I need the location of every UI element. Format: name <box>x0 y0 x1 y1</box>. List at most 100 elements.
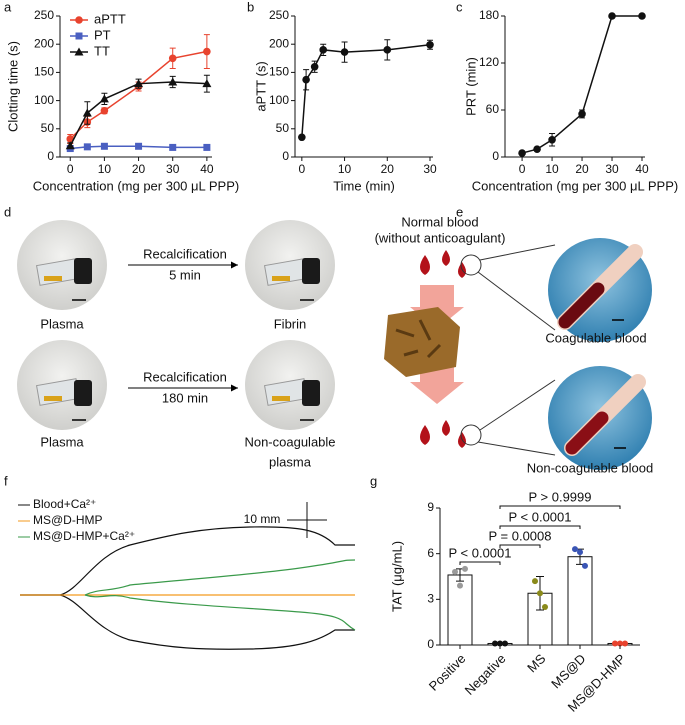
y-tick-label: 0 <box>282 149 289 163</box>
x-tick-label: 30 <box>605 162 619 176</box>
marker <box>578 110 586 118</box>
marker <box>310 62 319 71</box>
photo-plasma <box>17 340 107 430</box>
x-tick-label: 30 <box>166 162 180 176</box>
y-tick-label: 150 <box>269 65 289 79</box>
legend-marker <box>75 16 83 24</box>
x-tick-label: 40 <box>635 162 649 176</box>
legend-label: TT <box>94 43 110 58</box>
y-axis-label: Clotting time (s) <box>5 41 20 132</box>
panel-label: g <box>370 473 377 488</box>
data-point <box>572 546 578 553</box>
y-axis-label: aPTT (s) <box>253 61 268 111</box>
x-tick-label: 30 <box>423 162 437 176</box>
marker <box>65 141 75 150</box>
bracket <box>499 525 581 529</box>
data-point <box>542 603 548 610</box>
y-tick-label: 3 <box>427 592 434 606</box>
y-tick-label: 9 <box>427 500 434 514</box>
data-point <box>457 582 463 589</box>
photo-noncoagulable <box>548 366 652 470</box>
bar <box>447 574 473 646</box>
legend-label: MS@D-HMP+Ca²⁺ <box>33 529 135 543</box>
photo-plasma <box>17 220 107 310</box>
x-tick-label: 10 <box>545 162 559 176</box>
marker <box>135 142 143 150</box>
end-label: Non-coagulable <box>244 434 335 449</box>
legend-label: MS@D-HMP <box>33 513 103 527</box>
data-point <box>537 590 543 597</box>
data-point <box>617 640 623 647</box>
x-tick-label: 10 <box>98 162 112 176</box>
marker <box>302 75 310 84</box>
start-label: Plasma <box>40 316 84 331</box>
marker <box>638 12 646 20</box>
y-tick-label: 150 <box>34 65 54 79</box>
x-axis-label: Concentration (mg per 300 μL PPP) <box>33 178 239 193</box>
y-tick-label: 180 <box>479 8 499 22</box>
series-line <box>69 81 207 147</box>
marker <box>518 149 526 157</box>
x-tick-label: 0 <box>67 162 74 176</box>
outcome-label: Coagulable blood <box>545 330 646 345</box>
bar <box>567 556 593 646</box>
marker <box>169 143 177 151</box>
x-tick-label: Negative <box>462 651 509 698</box>
p-value: P < 0.0001 <box>508 509 571 524</box>
marker <box>548 135 556 144</box>
legend-label: Blood+Ca²⁺ <box>33 497 96 511</box>
x-tick-label: 20 <box>575 162 589 176</box>
marker <box>426 40 434 49</box>
legend-marker <box>75 32 83 40</box>
panel-label: d <box>4 204 11 219</box>
scale-cross <box>287 502 327 538</box>
data-point <box>532 578 538 585</box>
y-axis-label: PRT (min) <box>463 57 478 116</box>
x-tick-label: MS <box>524 651 549 676</box>
bracket <box>459 561 501 565</box>
marker <box>134 79 144 88</box>
panel-label: e <box>456 204 463 219</box>
marker <box>100 106 109 115</box>
marker <box>298 133 306 142</box>
legend-label: aPTT <box>94 11 126 26</box>
panel-label: c <box>456 0 463 14</box>
y-tick-label: 100 <box>269 93 289 107</box>
y-tick-label: 0 <box>492 149 499 163</box>
y-tick-label: 250 <box>34 8 54 22</box>
panel-label: f <box>4 473 8 488</box>
panel-label: b <box>247 0 254 14</box>
data-point <box>497 640 503 647</box>
x-tick-label: 0 <box>519 162 526 176</box>
y-tick-label: 250 <box>269 8 289 22</box>
y-tick-label: 50 <box>276 121 290 135</box>
y-tick-label: 120 <box>479 55 499 69</box>
data-point <box>622 640 628 647</box>
x-tick-label: 0 <box>298 162 305 176</box>
marker <box>202 79 212 88</box>
marker <box>203 47 211 56</box>
data-point <box>502 640 508 647</box>
scale-label: 10 mm <box>244 512 281 526</box>
series-line <box>69 50 208 140</box>
photo-fibrin <box>245 220 335 310</box>
x-axis-label: Time (min) <box>333 178 395 193</box>
data-point <box>492 640 498 647</box>
marker <box>340 48 349 56</box>
legend: Blood+Ca²⁺ MS@D-HMP MS@D-HMP+Ca²⁺ <box>18 497 135 543</box>
y-tick-label: 0 <box>427 637 434 651</box>
arrow <box>128 261 238 269</box>
x-tick-label: 20 <box>381 162 395 176</box>
p-value: P < 0.0001 <box>448 545 511 560</box>
x-tick-label: 40 <box>200 162 214 176</box>
data-point <box>462 565 468 572</box>
series-line <box>301 44 431 138</box>
data-point <box>582 562 588 569</box>
marker <box>82 108 92 117</box>
traces <box>20 526 356 650</box>
y-tick-label: 0 <box>47 149 54 163</box>
outcome-label: Non-coagulable blood <box>527 460 653 475</box>
y-tick-label: 100 <box>34 93 54 107</box>
zoom-lines <box>460 244 556 456</box>
